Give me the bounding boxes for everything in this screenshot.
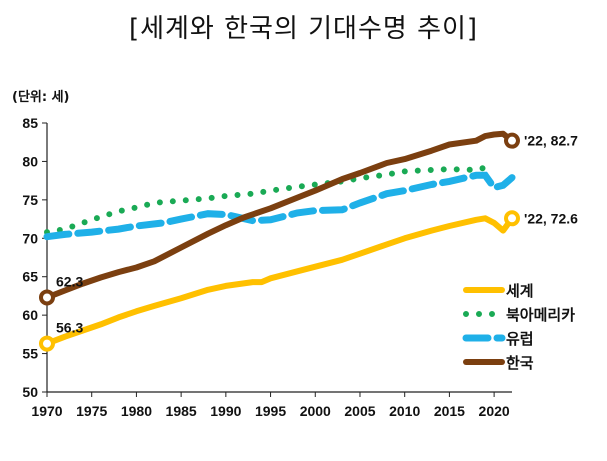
legend-label-korea: 한국	[506, 354, 534, 372]
legend-label-world: 세계	[506, 282, 534, 300]
series-line-korea	[44, 130, 515, 301]
unit-label: (단위: 세)	[12, 90, 70, 105]
legend-label-north-america: 북아메리카	[506, 306, 575, 324]
series-line-europe	[43, 171, 516, 241]
x-tick-label: 2000	[300, 403, 331, 419]
y-tick-label: 50	[22, 384, 38, 400]
x-tick-label: 1970	[31, 403, 62, 419]
x-tick-label: 1990	[210, 403, 241, 419]
marker-korea-end	[504, 132, 520, 149]
x-tick-label: 1995	[255, 403, 286, 419]
y-tick-label: 75	[22, 192, 38, 208]
y-tick-label: 60	[22, 307, 38, 323]
series-line-north-america	[44, 164, 489, 236]
marker-world-end	[504, 210, 520, 227]
marker-korea-start	[39, 289, 55, 306]
marker-world-start	[39, 335, 55, 352]
legend-label-europe: 유럽	[506, 330, 534, 348]
y-tick-label: 70	[22, 230, 38, 246]
data-label-world-start: 56.3	[56, 320, 83, 336]
series-line-world	[44, 215, 515, 347]
x-tick-label: 1975	[76, 403, 107, 419]
x-tick-label: 1980	[121, 403, 152, 419]
chart-title: [세계와 한국의 기대수명 추이]	[128, 14, 479, 44]
data-label-world-end: '22, 72.6	[524, 210, 578, 226]
x-tick-label: 2015	[434, 403, 465, 419]
data-label-korea-end: '22, 82.7	[524, 133, 578, 149]
data-label-korea-start: 62.3	[56, 273, 83, 289]
x-tick-label: 2010	[389, 403, 420, 419]
y-tick-label: 55	[22, 346, 38, 362]
y-tick-label: 80	[22, 153, 38, 169]
y-tick-label: 65	[22, 269, 38, 285]
x-tick-label: 2020	[479, 403, 510, 419]
x-tick-label: 1985	[166, 403, 197, 419]
y-tick-label: 85	[22, 115, 38, 131]
x-tick-label: 2005	[344, 403, 375, 419]
